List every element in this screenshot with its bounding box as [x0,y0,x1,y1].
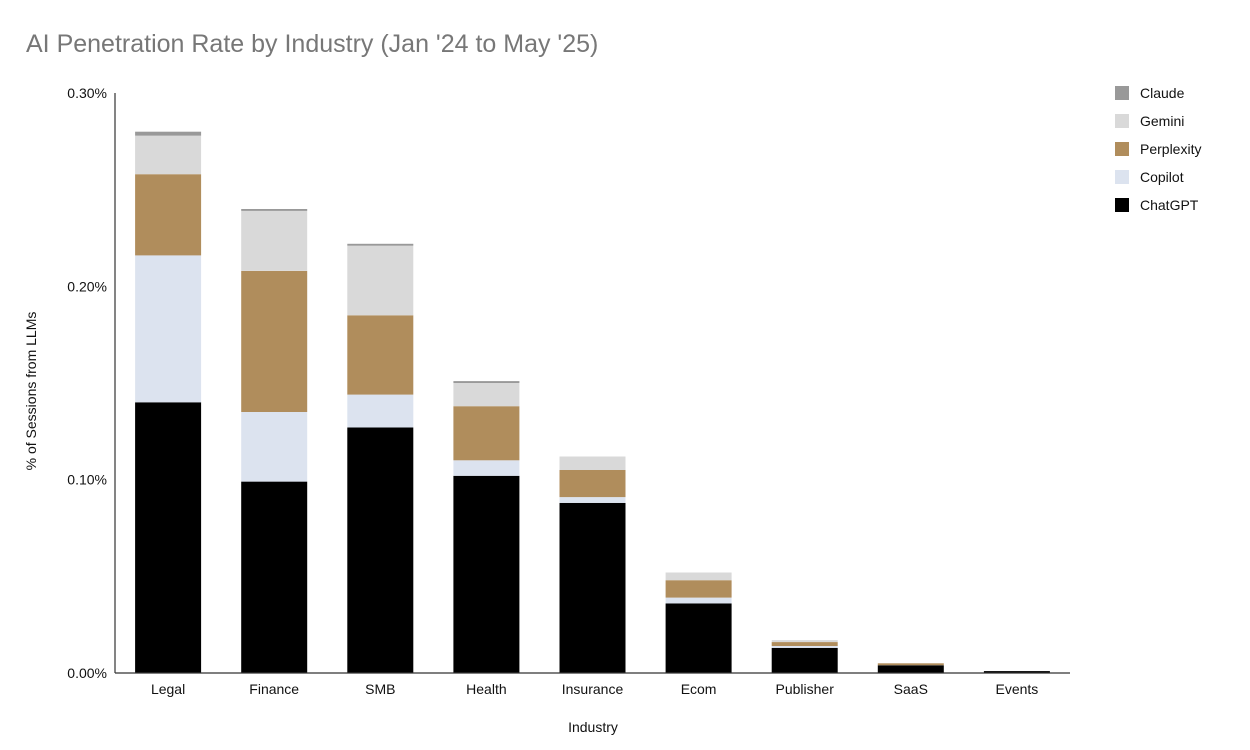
bar-segment-ecom-chatgpt [665,603,732,673]
legend-label-perplexity: Perplexity [1140,141,1201,157]
bar-segment-saas-chatgpt [877,665,944,673]
legend-swatch-copilot [1115,170,1129,184]
bar-segment-insurance-chatgpt [559,502,626,673]
axes-layer [114,93,1070,674]
bar-segment-ecom-perplexity [665,580,732,598]
bar-segment-finance-chatgpt [241,481,308,673]
bar-segment-legal-copilot [135,255,202,403]
x-tick-label-health: Health [466,681,506,697]
bar-segment-publisher-chatgpt [771,647,838,673]
x-tick-label-saas: SaaS [894,681,928,697]
bar-segment-publisher-perplexity [771,642,838,646]
bar-segment-publisher-gemini [771,640,838,642]
legend-label-copilot: Copilot [1140,169,1184,185]
legend-swatch-chatgpt [1115,198,1129,212]
bar-segment-health-claude [453,381,520,383]
legend: Claude Gemini Perplexity Copilot ChatGPT [1115,85,1201,213]
bars-layer [135,131,1050,673]
y-axis-title: % of Sessions from LLMs [23,312,39,471]
y-tick-label: 0.30% [67,85,107,101]
x-tick-label-finance: Finance [249,681,299,697]
legend-swatch-claude [1115,86,1129,100]
legend-swatch-perplexity [1115,142,1129,156]
bar-segment-health-copilot [453,460,520,476]
bar-segment-finance-copilot [241,412,308,482]
y-tick-label: 0.00% [67,665,107,681]
bar-segment-legal-perplexity [135,174,202,256]
bar-segment-finance-gemini [241,210,308,271]
bar-segment-events-chatgpt [983,671,1050,673]
y-tick-label: 0.20% [67,278,107,294]
bar-segment-health-chatgpt [453,475,520,673]
bar-segment-insurance-gemini [559,456,626,470]
legend-item-chatgpt: ChatGPT [1115,197,1199,213]
legend-item-copilot: Copilot [1115,169,1184,185]
x-tick-label-events: Events [995,681,1038,697]
bar-segment-ecom-copilot [665,597,732,604]
bar-segment-smb-copilot [347,394,414,428]
bar-segment-smb-claude [347,243,414,246]
legend-label-claude: Claude [1140,85,1185,101]
bar-segment-smb-perplexity [347,315,414,395]
bar-segment-ecom-gemini [665,572,732,581]
x-tick-label-insurance: Insurance [562,681,624,697]
legend-item-claude: Claude [1115,85,1185,101]
bar-segment-legal-gemini [135,135,202,175]
x-axis-title: Industry [568,719,618,735]
x-tick-label-smb: SMB [365,681,395,697]
bar-segment-saas-perplexity [877,663,944,666]
bar-segment-legal-chatgpt [135,402,202,673]
bar-segment-health-gemini [453,383,520,407]
bar-segment-smb-chatgpt [347,427,414,673]
bar-segment-finance-perplexity [241,270,308,412]
bar-segment-insurance-perplexity [559,470,626,498]
bar-segment-publisher-copilot [771,645,838,648]
legend-label-gemini: Gemini [1140,113,1184,129]
legend-item-gemini: Gemini [1115,113,1184,129]
legend-label-chatgpt: ChatGPT [1140,197,1199,213]
y-tick-labels: 0.00% 0.10% 0.20% 0.30% [67,85,107,681]
bar-segment-smb-gemini [347,245,414,316]
x-tick-label-publisher: Publisher [776,681,835,697]
legend-item-perplexity: Perplexity [1115,141,1201,157]
x-category-labels: Legal Finance SMB Health Insurance Ecom Publis… [151,681,1038,697]
bar-segment-insurance-copilot [559,497,626,503]
legend-swatch-gemini [1115,114,1129,128]
bar-segment-legal-claude [135,131,202,136]
x-tick-label-legal: Legal [151,681,185,697]
bar-segment-health-perplexity [453,406,520,461]
y-tick-label: 0.10% [67,472,107,488]
x-tick-label-ecom: Ecom [681,681,717,697]
chart-title: AI Penetration Rate by Industry (Jan '24… [26,30,599,58]
bar-segment-finance-claude [241,209,308,211]
